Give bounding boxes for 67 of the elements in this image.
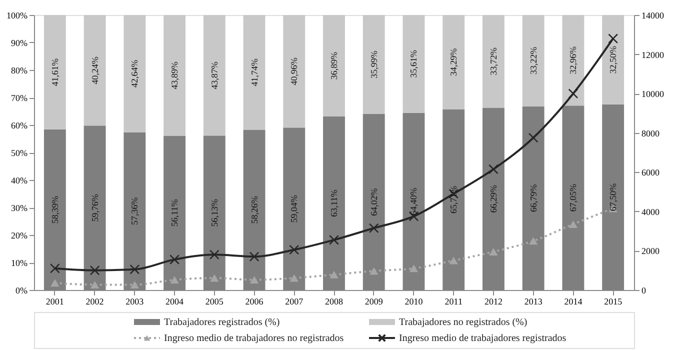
y-tick-label: 100% xyxy=(6,10,28,20)
y-tick-label: 10% xyxy=(11,258,28,268)
x-tick-label: 2008 xyxy=(325,296,344,306)
y2-tick-label: 14000 xyxy=(642,10,664,20)
data-label: 57,36% xyxy=(130,196,140,226)
y-tick-label: 20% xyxy=(11,230,28,240)
y2-tick-label: 10000 xyxy=(642,89,664,100)
data-label: 36,89% xyxy=(329,51,339,80)
data-label: 56,13% xyxy=(209,198,220,227)
y2-tick-label: 12000 xyxy=(642,50,664,60)
data-label: 41,61% xyxy=(50,58,60,86)
legend-label: Ingreso medio de trabajadores registrados xyxy=(399,333,566,344)
data-label: 35,99% xyxy=(368,50,379,78)
x-tick-label: 2015 xyxy=(604,296,623,306)
x-tick-label: 2014 xyxy=(564,296,583,306)
data-label: 59,04% xyxy=(289,194,300,223)
legend-label: Trabajadores no registrados (%) xyxy=(399,317,528,328)
x-tick-label: 2006 xyxy=(245,296,264,306)
data-label: 56,11% xyxy=(170,198,180,227)
data-label: 43,87% xyxy=(209,60,220,90)
y-tick-label: 0% xyxy=(16,286,28,296)
data-label: 64,40% xyxy=(408,187,419,216)
x-tick-label: 2005 xyxy=(205,296,224,306)
data-label: 63,11% xyxy=(329,189,339,217)
data-label: 33,72% xyxy=(488,46,498,76)
y2-tick-label: 6000 xyxy=(642,168,660,178)
x-tick-label: 2002 xyxy=(86,296,104,306)
y-tick-label: 90% xyxy=(11,38,28,48)
data-label: 33,22% xyxy=(528,46,538,75)
y-tick-label: 70% xyxy=(11,93,28,103)
legend-label: Trabajadores registrados (%) xyxy=(164,317,280,328)
data-label: 41,74% xyxy=(249,58,260,86)
y-tick-label: 30% xyxy=(11,203,28,213)
data-label: 43,89% xyxy=(170,60,180,90)
data-label: 58,39% xyxy=(50,195,60,224)
x-tick-label: 2007 xyxy=(285,296,304,306)
data-label: 59,76% xyxy=(90,193,100,222)
x-tick-label: 2003 xyxy=(126,296,144,306)
x-tick-label: 2010 xyxy=(404,296,424,306)
data-label: 32,96% xyxy=(568,46,578,74)
data-label: 42,64% xyxy=(130,59,140,88)
data-label: 40,24% xyxy=(90,56,100,84)
x-tick-label: 2001 xyxy=(46,296,64,306)
data-label: 32,50% xyxy=(608,45,618,74)
y2-tick-label: 0 xyxy=(642,286,646,296)
data-label: 67,50% xyxy=(608,182,618,212)
y-tick-label: 50% xyxy=(11,148,28,158)
data-label: 40,96% xyxy=(289,56,300,86)
data-label: 67,05% xyxy=(568,183,578,212)
y-tick-label: 40% xyxy=(11,176,28,186)
data-label: 64,02% xyxy=(368,188,379,216)
x-tick-label: 2004 xyxy=(166,296,184,306)
y2-tick-label: 2000 xyxy=(642,246,660,256)
data-label: 35,61% xyxy=(408,50,419,78)
y2-tick-label: 8000 xyxy=(642,128,660,138)
y2-tick-label: 4000 xyxy=(642,206,660,217)
data-label: 66,79% xyxy=(528,184,538,212)
data-label: 58,26% xyxy=(249,196,260,224)
y-tick-label: 80% xyxy=(11,66,28,76)
data-label: 66,29% xyxy=(488,184,498,213)
x-tick-label: 2011 xyxy=(444,296,462,306)
y-tick-label: 60% xyxy=(11,120,28,130)
legend-label: Ingreso medio de trabajadores no registrados xyxy=(164,333,344,344)
x-tick-label: 2009 xyxy=(364,296,384,306)
x-tick-label: 2012 xyxy=(484,296,502,306)
x-tick-label: 2013 xyxy=(524,296,543,306)
data-label: 34,29% xyxy=(448,48,459,76)
